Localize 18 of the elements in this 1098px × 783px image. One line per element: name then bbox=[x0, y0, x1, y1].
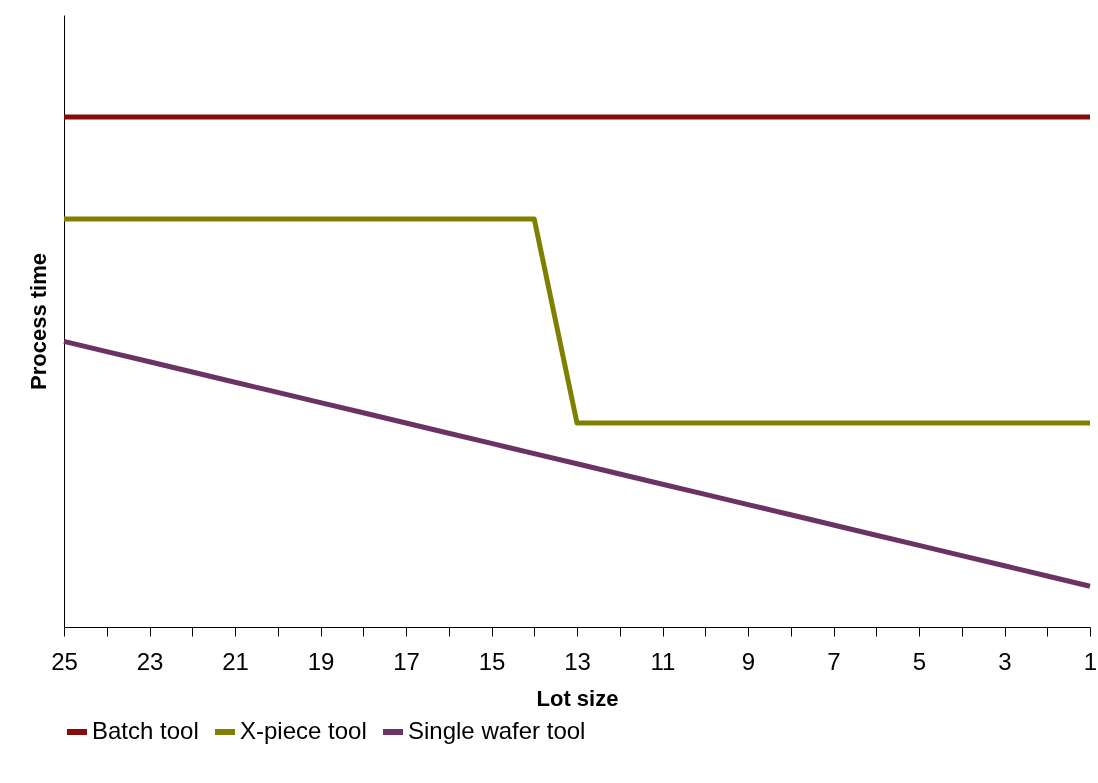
x-tick-label: 7 bbox=[827, 647, 841, 675]
x-tick-label: 5 bbox=[912, 647, 927, 675]
x-tick-label: 15 bbox=[478, 647, 506, 675]
x-tick-label: 23 bbox=[136, 647, 164, 675]
legend-label: Batch tool bbox=[92, 717, 199, 744]
x-tick-label: 17 bbox=[393, 647, 420, 675]
x-tick-label: 13 bbox=[564, 647, 591, 675]
x-tick-label: 25 bbox=[51, 647, 78, 675]
x-axis-title: Lot size bbox=[536, 685, 619, 711]
x-tick-label: 19 bbox=[307, 647, 335, 675]
x-tick-label: 9 bbox=[741, 647, 756, 675]
y-axis-title: Process time bbox=[25, 253, 51, 390]
x-tick-label: 1 bbox=[1083, 647, 1098, 675]
x-tick-label: 11 bbox=[650, 647, 676, 675]
legend-label: Single wafer tool bbox=[408, 717, 586, 744]
legend-label: X-piece tool bbox=[240, 717, 367, 744]
x-tick-label: 3 bbox=[998, 647, 1012, 675]
x-tick-label: 21 bbox=[222, 647, 249, 675]
